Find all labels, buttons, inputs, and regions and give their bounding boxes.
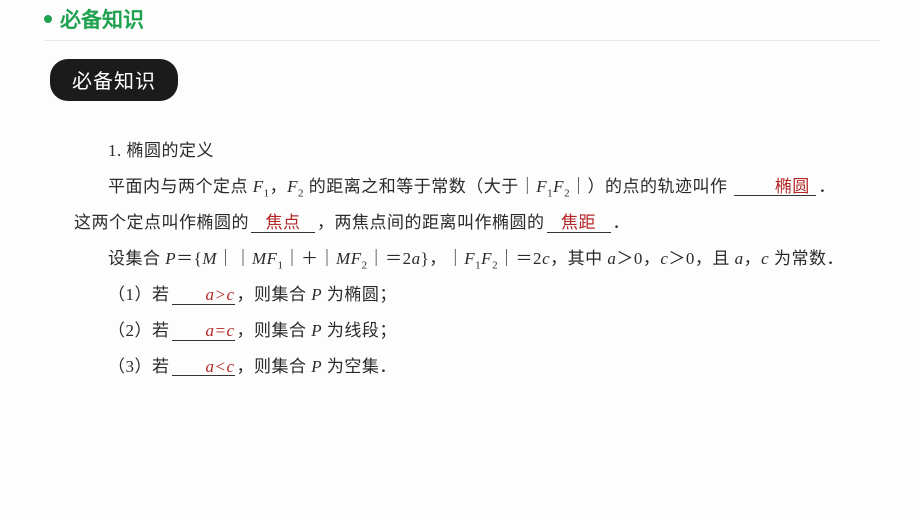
blank-case1: a>c xyxy=(172,286,235,305)
var-F1b: F xyxy=(267,249,278,268)
answer-ellipse: 椭圆 xyxy=(775,177,810,196)
bars: ｜｜ xyxy=(217,249,252,268)
pre: （3）若 xyxy=(108,357,170,376)
var-c: c xyxy=(542,249,550,268)
end: 为椭圆； xyxy=(322,285,397,304)
answer-case2: a=c xyxy=(206,321,235,340)
section-number: 1. 椭圆的定义 xyxy=(108,141,214,160)
tab-title: 必备知识 xyxy=(60,9,144,32)
var-M2: M xyxy=(252,249,267,268)
heading-line: 1. 椭圆的定义 xyxy=(74,133,854,169)
var-c3: c xyxy=(761,249,769,268)
post: ，则集合 xyxy=(237,321,312,340)
var-P1: P xyxy=(311,285,322,304)
plus: ｜＋｜ xyxy=(284,249,337,268)
text: 这两个定点叫作椭圆的 xyxy=(74,213,249,232)
end: 为空集． xyxy=(322,357,397,376)
blank-case3: a<c xyxy=(172,358,235,377)
text: ，两焦点间的距离叫作椭圆的 xyxy=(317,213,545,232)
brace: }，｜ xyxy=(421,249,465,268)
case-3: （3）若 a<c，则集合 P 为空集． xyxy=(74,349,854,385)
var-P: P xyxy=(165,249,176,268)
var-P2: P xyxy=(311,321,322,340)
var-a: a xyxy=(412,249,421,268)
answer-case1: a>c xyxy=(206,285,235,304)
text: 平面内与两个定点 xyxy=(108,177,253,196)
post: ，则集合 xyxy=(237,357,312,376)
page-root: { "header": { "tab_title": "必备知识", "tab_… xyxy=(0,4,920,520)
definition-line-1: 平面内与两个定点 F1，F2 的距离之和等于常数（大于｜F1F2｜）的点的轨迹叫… xyxy=(74,169,854,205)
pre: （1）若 xyxy=(108,285,170,304)
case-2: （2）若 a=c，则集合 P 为线段； xyxy=(74,313,854,349)
eq2: ｜＝2 xyxy=(368,249,412,268)
definition-line-2: 这两个定点叫作椭圆的焦点 ，两焦点间的距离叫作椭圆的焦距 ． xyxy=(74,205,854,241)
blank-ellipse: 椭圆 xyxy=(734,178,816,197)
end: 为线段； xyxy=(322,321,397,340)
eq: ＝{ xyxy=(176,249,202,268)
answer-case3: a<c xyxy=(206,357,235,376)
text: ，其中 xyxy=(550,249,607,268)
post: ，则集合 xyxy=(237,285,312,304)
eq2c: ｜＝2 xyxy=(498,249,542,268)
var-F2c: F xyxy=(481,249,492,268)
gt0c: ＞0，且 xyxy=(668,249,734,268)
abs-F1: F xyxy=(536,177,547,196)
var-F2: F xyxy=(287,177,298,196)
blank-case2: a=c xyxy=(172,322,235,341)
var-F2b: F xyxy=(351,249,362,268)
text: 为常数． xyxy=(769,249,844,268)
var-F1c: F xyxy=(464,249,475,268)
sep: ， xyxy=(270,177,288,196)
var-M: M xyxy=(202,249,217,268)
var-a3: a xyxy=(735,249,744,268)
case-1: （1）若 a>c，则集合 P 为椭圆； xyxy=(74,277,854,313)
comma2: ， xyxy=(744,249,762,268)
text: ｜）的点的轨迹叫作 xyxy=(570,177,732,196)
section-pill: 必备知识 xyxy=(50,59,178,101)
text: 设集合 xyxy=(108,249,165,268)
gt0a: ＞0， xyxy=(616,249,660,268)
var-F1: F xyxy=(253,177,264,196)
period: ． xyxy=(613,213,631,232)
var-a2: a xyxy=(607,249,616,268)
tab-header: 必备知识 xyxy=(44,4,880,41)
var-P3: P xyxy=(311,357,322,376)
answer-focus: 焦点 xyxy=(266,213,301,232)
period: ． xyxy=(818,177,836,196)
blank-focal-dist: 焦距 xyxy=(547,214,611,233)
pill-row: 必备知识 xyxy=(50,59,920,101)
content-block: 1. 椭圆的定义 平面内与两个定点 F1，F2 的距离之和等于常数（大于｜F1F… xyxy=(74,133,854,384)
pre: （2）若 xyxy=(108,321,170,340)
var-M3: M xyxy=(336,249,351,268)
blank-focus: 焦点 xyxy=(251,214,315,233)
abs-F2: F xyxy=(553,177,564,196)
set-definition-line: 设集合 P＝{M｜｜MF1｜＋｜MF2｜＝2a}，｜F1F2｜＝2c，其中 a＞… xyxy=(74,241,854,277)
answer-focal-dist: 焦距 xyxy=(561,213,596,232)
bullet-icon xyxy=(44,15,52,23)
text: 的距离之和等于常数（大于｜ xyxy=(304,177,536,196)
